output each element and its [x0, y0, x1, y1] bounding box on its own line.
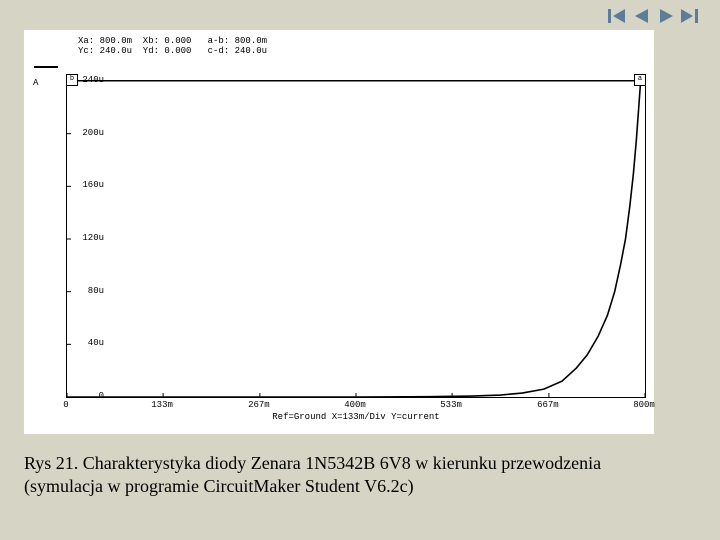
- y-tick-label: 120u: [82, 233, 104, 243]
- cursor-marker-b[interactable]: b: [66, 74, 78, 86]
- y-tick-label: 240u: [82, 75, 104, 85]
- plot-wrap: Ref=Ground X=133m/Div Y=current 040u80u1…: [66, 80, 646, 398]
- slide-nav: [606, 6, 702, 26]
- y-tick-label: 160u: [82, 180, 104, 190]
- figure-caption-line1: Rys 21. Charakterystyka diody Zenara 1N5…: [24, 452, 684, 475]
- x-tick-label: 667m: [537, 400, 559, 410]
- x-tick-label: 400m: [344, 400, 366, 410]
- cursor-readout: Xa: 800.0m Xb: 0.000 a-b: 800.0m Yc: 240…: [78, 36, 267, 56]
- y-tick-label: 0: [99, 391, 104, 401]
- nav-first-button[interactable]: [606, 6, 630, 26]
- cursor-readout-line1: Xa: 800.0m Xb: 0.000 a-b: 800.0m: [78, 36, 267, 46]
- nav-last-button[interactable]: [678, 6, 702, 26]
- nav-last-icon: [679, 7, 701, 25]
- plot-area: [66, 80, 646, 398]
- nav-prev-icon: [632, 7, 652, 25]
- cursor-readout-line2: Yc: 240.0u Yd: 0.000 c-d: 240.0u: [78, 46, 267, 56]
- x-tick-label: 533m: [440, 400, 462, 410]
- y-tick-label: 80u: [88, 286, 104, 296]
- x-tick-label: 133m: [151, 400, 173, 410]
- nav-next-button[interactable]: [654, 6, 678, 26]
- x-tick-label: 800m: [633, 400, 655, 410]
- y-tick-label: 40u: [88, 338, 104, 348]
- figure-caption-line2: (symulacja w programie CircuitMaker Stud…: [24, 475, 684, 498]
- y-tick-label: 200u: [82, 128, 104, 138]
- chart-window: Xa: 800.0m Xb: 0.000 a-b: 800.0m Yc: 240…: [24, 30, 654, 434]
- figure-caption: Rys 21. Charakterystyka diody Zenara 1N5…: [24, 452, 684, 499]
- x-tick-label: 267m: [248, 400, 270, 410]
- nav-prev-button[interactable]: [630, 6, 654, 26]
- cursor-marker-a[interactable]: a: [634, 74, 646, 86]
- nav-next-icon: [656, 7, 676, 25]
- axis-caption: Ref=Ground X=133m/Div Y=current: [66, 412, 646, 422]
- nav-first-icon: [607, 7, 629, 25]
- page-root: Xa: 800.0m Xb: 0.000 a-b: 800.0m Yc: 240…: [0, 0, 720, 540]
- plot-svg: [67, 81, 645, 397]
- legend-line-icon: [34, 66, 58, 74]
- x-tick-label: 0: [63, 400, 68, 410]
- trace-label: A: [33, 78, 38, 88]
